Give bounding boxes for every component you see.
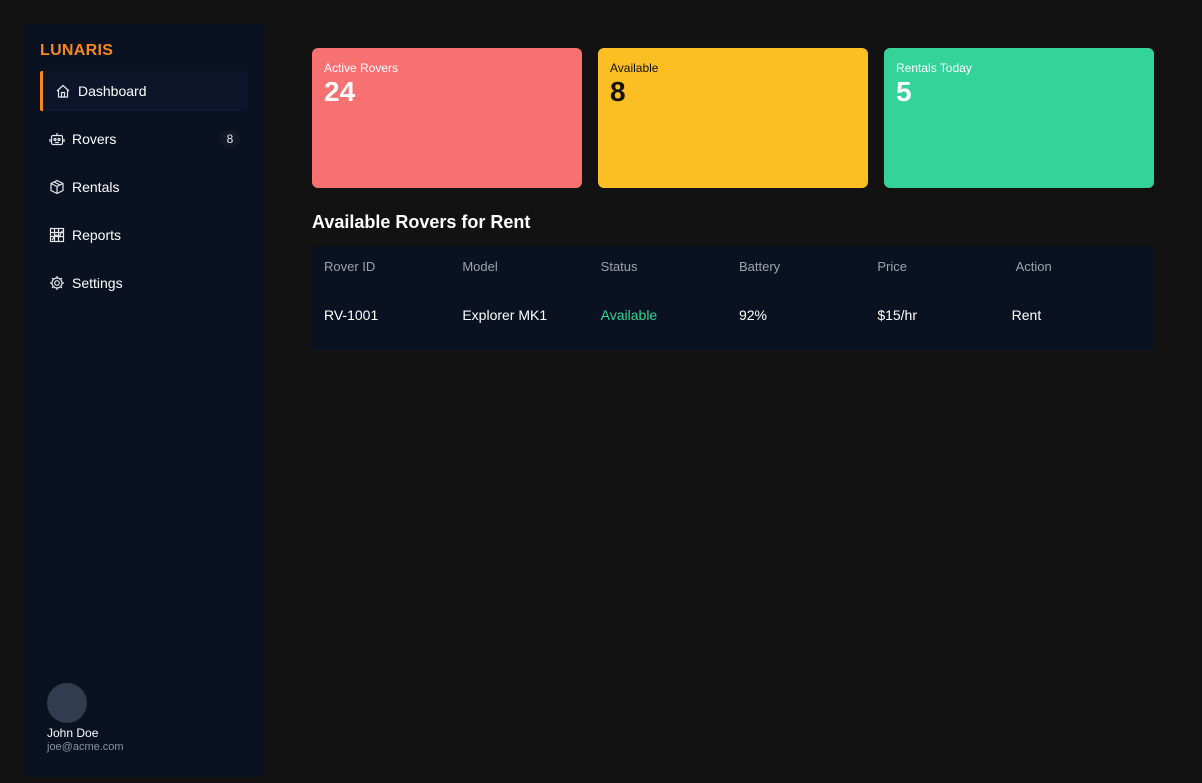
sidebar-item-reports[interactable]: Reports	[40, 215, 248, 255]
sidebar-item-settings[interactable]: Settings	[40, 263, 248, 303]
sidebar-item-dashboard[interactable]: Dashboard	[40, 71, 248, 111]
user-name: John Doe	[47, 726, 99, 740]
sidebar-item-rovers[interactable]: Rovers 8	[40, 119, 248, 159]
stat-card-available: Available 8	[598, 48, 868, 188]
rent-button[interactable]: Rent	[1011, 307, 1042, 323]
rover-battery: 92%	[738, 307, 768, 323]
package-icon	[49, 179, 65, 195]
chart-icon	[49, 227, 65, 243]
sidebar-item-label: Dashboard	[78, 83, 147, 99]
column-header: Price	[877, 259, 907, 274]
column-header: Model	[462, 259, 498, 274]
status-badge: Available	[600, 307, 658, 323]
column-header: Battery	[738, 259, 781, 274]
stat-label: Active Rovers	[324, 61, 399, 75]
stat-label: Rentals Today	[896, 61, 972, 75]
rovers-table: Rover ID Model Status Battery Price Acti…	[312, 246, 1154, 350]
sidebar-nav: Dashboard Rovers 8 Rentals Reports Set	[40, 71, 248, 311]
sidebar: LUNARIS Dashboard Rovers 8 Rentals Repor	[24, 24, 265, 777]
rover-price: $15/hr	[877, 307, 918, 323]
section-title: Available Rovers for Rent	[312, 212, 531, 232]
table-header: Rover ID Model Status Battery Price Acti…	[324, 259, 1154, 274]
stat-value: 24	[324, 76, 356, 107]
sidebar-item-label: Settings	[72, 275, 123, 291]
stat-card-active-rovers: Active Rovers 24	[312, 48, 582, 188]
column-header: Action	[1015, 259, 1052, 274]
gear-icon	[49, 275, 65, 291]
stat-card-rentals-today: Rentals Today 5	[884, 48, 1154, 188]
avatar[interactable]	[47, 683, 87, 723]
robot-icon	[49, 131, 65, 147]
rover-model: Explorer MK1	[462, 307, 548, 323]
rover-id: RV-1001	[324, 307, 379, 323]
sidebar-item-label: Rovers	[72, 131, 117, 147]
action-cell: Rent	[1012, 307, 1154, 323]
sidebar-item-label: Reports	[72, 227, 122, 243]
column-header: Status	[600, 259, 638, 274]
table-row: RV-1001 Explorer MK1 Available 92% $15/h…	[324, 307, 1154, 323]
sidebar-item-rentals[interactable]: Rentals	[40, 167, 248, 207]
user-email: joe@acme.com	[47, 741, 124, 753]
sidebar-item-label: Rentals	[72, 179, 120, 195]
house-icon	[55, 83, 71, 99]
stats-cards: Active Rovers 24 Available 8 Rentals Tod…	[312, 48, 1154, 188]
user-profile[interactable]: John Doe joe@acme.com	[47, 683, 124, 754]
stat-value: 5	[896, 76, 912, 107]
column-header: Rover ID	[324, 259, 376, 274]
stat-value: 8	[610, 76, 626, 107]
rovers-count-badge: 8	[220, 130, 240, 148]
brand-logo: LUNARIS	[40, 42, 114, 59]
stat-label: Available	[610, 61, 659, 75]
